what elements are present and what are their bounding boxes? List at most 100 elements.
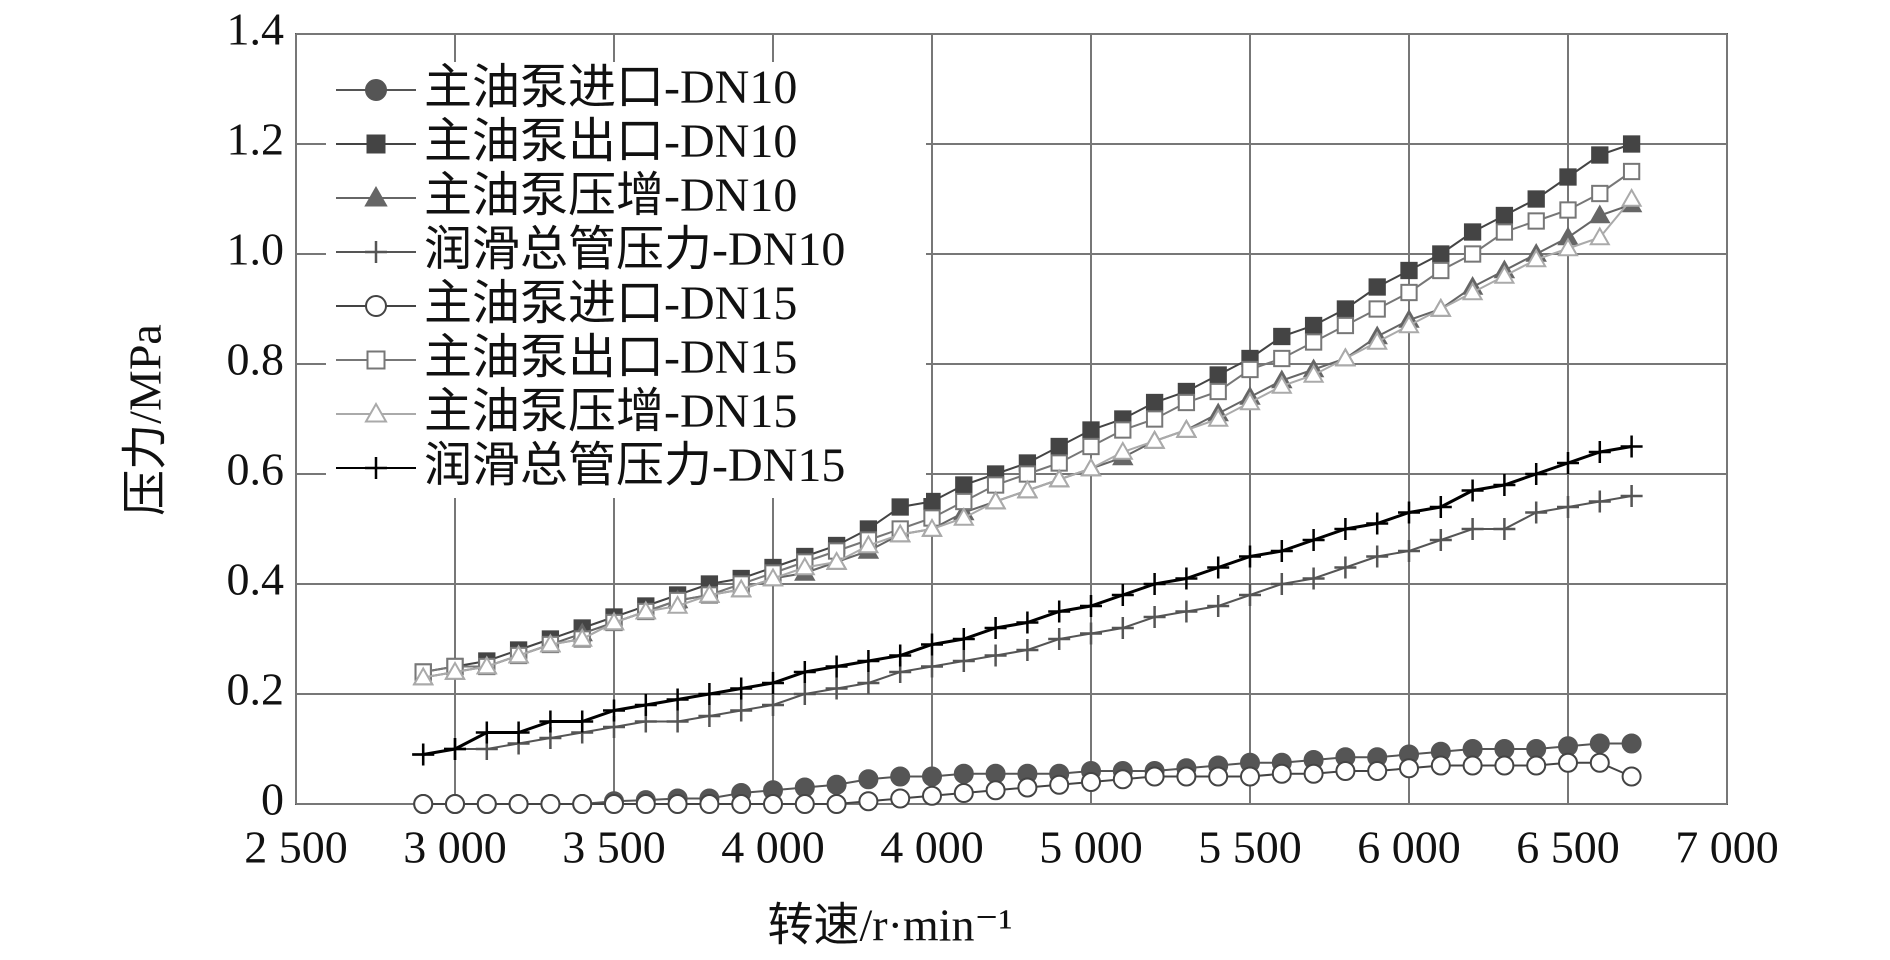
legend-label: 主油泵进口-DN10: [424, 61, 797, 114]
data-point: [1050, 454, 1068, 472]
data-point: [952, 628, 975, 650]
data-point: [921, 633, 943, 656]
data-point: [1048, 600, 1071, 623]
data-point: [1270, 573, 1293, 595]
data-point: [1494, 755, 1515, 776]
data-point: [1271, 374, 1293, 394]
data-point: [475, 721, 498, 744]
data-point: [698, 683, 721, 705]
data-point: [413, 794, 434, 814]
y-tick-label: 0.2: [227, 664, 285, 715]
data-point: [1080, 622, 1102, 645]
x-tick-label: 5 500: [1198, 822, 1302, 873]
data-point: [826, 794, 847, 814]
data-point: [508, 794, 529, 814]
data-point: [1493, 264, 1516, 284]
data-point: [603, 699, 625, 722]
data-point: [890, 788, 911, 809]
data-point: [922, 785, 942, 806]
data-point: [1399, 758, 1419, 779]
data-point: [731, 794, 752, 814]
legend-label: 主油泵压增-DN15: [424, 385, 797, 438]
data-point: [984, 490, 1007, 510]
data-point: [793, 683, 816, 705]
data-point: [953, 506, 975, 526]
data-point: [507, 644, 530, 664]
data-point: [1239, 584, 1261, 606]
data-point: [1621, 766, 1642, 787]
data-point: [890, 766, 911, 787]
data-point: [986, 476, 1005, 494]
data-point: [1432, 245, 1450, 263]
legend-marker: [365, 241, 387, 263]
data-point: [1557, 237, 1579, 257]
data-point: [666, 710, 689, 733]
data-point: [953, 763, 974, 784]
data-point: [698, 705, 721, 727]
data-point: [1589, 226, 1611, 246]
data-point: [1080, 595, 1102, 617]
data-point: [507, 721, 530, 744]
data-point: [1081, 772, 1101, 792]
x-tick-label: 5 000: [1039, 822, 1143, 873]
data-point: [1525, 463, 1548, 485]
data-point: [1080, 457, 1102, 477]
data-point: [603, 611, 625, 631]
x-tick-label: 4 000: [721, 822, 825, 873]
data-point: [412, 666, 434, 686]
data-point: [730, 699, 753, 722]
data-point: [1303, 763, 1324, 784]
data-point: [1526, 739, 1547, 759]
data-point: [1400, 283, 1418, 302]
data-point: [1048, 628, 1071, 650]
legend-label: 主油泵进口-DN15: [424, 277, 797, 330]
y-axis-label: 压力/MPa: [120, 324, 171, 516]
data-point: [762, 694, 784, 716]
x-tick-label: 6 000: [1357, 822, 1461, 873]
x-tick-label: 4 000: [880, 822, 984, 873]
data-point: [1557, 496, 1579, 518]
data-point: [444, 738, 466, 760]
data-point: [1271, 763, 1292, 784]
data-point: [1591, 146, 1609, 164]
data-point: [762, 672, 784, 694]
data-point: [921, 655, 943, 678]
x-tick-label: 6 500: [1516, 822, 1620, 873]
data-point: [1588, 441, 1611, 463]
data-point: [445, 794, 465, 814]
legend-marker: [365, 79, 387, 101]
data-point: [1048, 468, 1070, 488]
data-point: [985, 763, 1006, 784]
legend-label: 主油泵压增-DN10: [424, 169, 797, 222]
data-point: [1461, 281, 1484, 301]
data-point: [476, 655, 498, 675]
data-point: [984, 617, 1007, 639]
data-point: [1334, 556, 1357, 579]
data-point: [1143, 573, 1166, 595]
data-point: [476, 794, 497, 814]
y-tick-label: 0.6: [227, 444, 285, 495]
data-point: [1495, 206, 1514, 225]
data-point: [952, 650, 975, 672]
data-point: [1111, 584, 1134, 606]
data-point: [1144, 766, 1165, 787]
data-point: [1620, 485, 1643, 507]
data-point: [794, 794, 815, 814]
data-point: [1591, 184, 1609, 203]
data-point: [857, 650, 880, 672]
legend-marker: [364, 401, 388, 423]
data-point: [858, 791, 879, 812]
data-point: [1620, 435, 1643, 458]
data-point: [1112, 769, 1133, 790]
data-point: [1016, 611, 1039, 634]
data-point: [794, 556, 816, 576]
data-point: [1463, 223, 1482, 241]
data-point: [1112, 440, 1134, 460]
data-point: [1207, 407, 1229, 427]
data-point: [635, 600, 657, 620]
data-point: [1430, 755, 1451, 776]
data-point: [762, 567, 784, 587]
data-point: [1557, 452, 1579, 474]
data-point: [666, 594, 689, 614]
data-point: [1273, 327, 1291, 346]
